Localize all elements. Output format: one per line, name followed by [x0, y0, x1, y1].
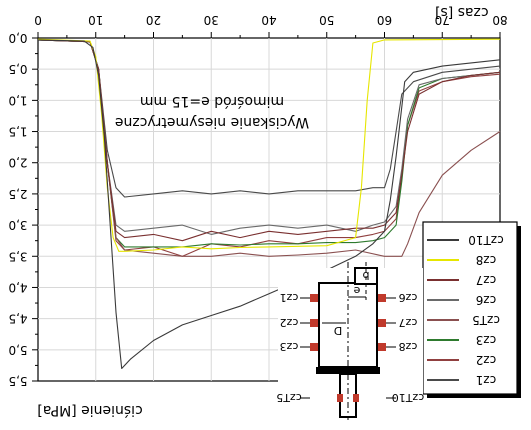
y-tick-label: 3,5	[8, 249, 27, 263]
series-line-cz1	[37, 39, 501, 198]
sensor-marker	[310, 343, 318, 351]
y-tick-label: 0,5	[8, 62, 27, 76]
sensor-label: czT5	[276, 391, 302, 404]
legend-label: cz1	[476, 373, 497, 387]
y-tick-label: 5,5	[8, 374, 27, 388]
legend-label: cz3	[476, 333, 497, 347]
sensor-label: cz1	[280, 291, 299, 304]
legend-label: cz6	[476, 293, 497, 307]
y-tick-label: 1,0	[8, 93, 27, 107]
x-tick-label: 0	[34, 13, 42, 27]
diameter-label-d: D	[334, 324, 342, 337]
sensor-label: cz3	[280, 340, 299, 353]
x-tick-label: 30	[204, 13, 219, 27]
y-tick-label: 3,0	[8, 218, 27, 232]
sensor-label: czT10	[392, 391, 425, 404]
y-tick-label: 1,5	[8, 125, 27, 139]
x-tick-label: 10	[88, 13, 103, 27]
annotation-line-2: mimośród e=15 mm	[140, 93, 284, 109]
series-line-czt10	[37, 39, 501, 370]
y-tick-label: 4,5	[8, 312, 27, 326]
sensor-marker	[310, 319, 318, 327]
sensor-marker	[353, 394, 359, 402]
annotation-line-1: Wyciskanie niesymetryczne	[115, 114, 309, 130]
sensor-marker	[378, 294, 386, 302]
series-line-cz8	[37, 38, 501, 252]
sensor-marker	[378, 319, 386, 327]
x-tick-label: 80	[492, 13, 507, 27]
sensor-label: cz8	[399, 340, 418, 353]
legend-label: cz8	[476, 253, 497, 267]
y-tick-label: 5,0	[8, 343, 27, 357]
y-tick-label: 2,5	[8, 187, 27, 201]
x-axis-label: czas [s]	[435, 4, 489, 20]
legend-label: czT5	[472, 313, 500, 327]
die-width-label-b: b	[362, 269, 369, 282]
x-tick-label: 70	[435, 13, 450, 27]
x-axis-ticks: 0 10 20 30 40 50 60 70 80	[34, 13, 508, 38]
series-lines	[37, 38, 501, 370]
legend-label: czT10	[468, 233, 504, 247]
x-tick-label: 50	[319, 13, 334, 27]
y-axis-label: ciśnienie [MPa]	[37, 402, 142, 418]
y-tick-label: 2,0	[8, 156, 27, 170]
x-tick-label: 60	[377, 13, 392, 27]
series-line-cz7	[37, 39, 501, 242]
x-tick-label: 40	[261, 13, 276, 27]
y-tick-label: 4,0	[8, 280, 27, 294]
x-tick-label: 20	[146, 13, 161, 27]
offset-label-e: e	[353, 284, 360, 297]
legend-label: cz7	[476, 273, 497, 287]
legend-label: cz2	[476, 353, 497, 367]
legend-box	[422, 221, 518, 395]
legend: czT10 cz8 cz7 cz6 czT5 cz3 cz2 cz1	[422, 221, 521, 398]
sensor-label: cz7	[399, 316, 418, 329]
sensor-marker	[310, 294, 318, 302]
y-axis-ticks: 0,0 0,5 1,0 1,5 2,0 2,5 3,0 3,5 4,0 4,5 5,0 5,5	[8, 31, 38, 388]
sensor-label: cz6	[399, 291, 418, 304]
sensor-marker	[337, 394, 343, 402]
y-tick-label: 0,0	[8, 31, 27, 45]
sensor-label: cz2	[280, 316, 299, 329]
sensor-marker	[378, 343, 386, 351]
